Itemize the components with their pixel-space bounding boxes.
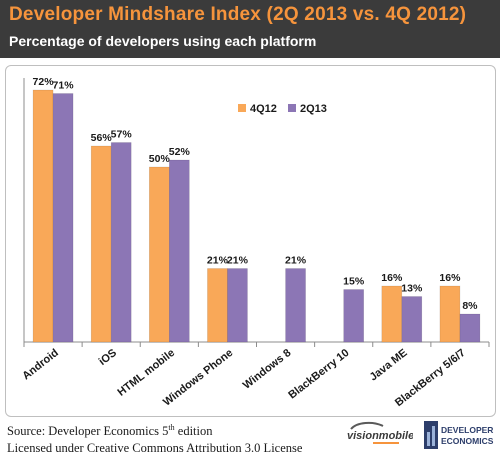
data-label: 50% (149, 153, 171, 165)
developer-economics-logo: DEVELOPER ECONOMICS (424, 421, 494, 449)
data-label: 52% (169, 146, 191, 158)
header-banner: Developer Mindshare Index (2Q 2013 vs. 4… (0, 0, 500, 58)
legend-label-2q13: 2Q13 (300, 103, 327, 115)
data-label: 21% (285, 255, 307, 267)
visionmobile-logo: visionmobile (347, 421, 413, 444)
category-label: Android (20, 347, 61, 382)
data-label: 56% (91, 132, 113, 144)
bar-4q12-java-me (381, 285, 403, 343)
category-label: iOS (97, 347, 119, 368)
category-label: Java ME (368, 347, 410, 384)
bar-chart: 72%71% Android 56%57% iOS 50%52% HTML mobile 2… (20, 76, 490, 409)
bar-2q13-java-me (401, 296, 423, 343)
source-text: Source: Developer Economics 5 (7, 424, 169, 439)
data-label: 13% (401, 283, 423, 295)
chart-panel: 72% 71% Android 56% 57% iOS 50% 52% HTML mobile 2… (5, 65, 496, 417)
source-note: Source: Developer Economics 5th edition … (7, 419, 302, 457)
bar-4q12-windows-phone (207, 268, 228, 343)
bar-2q13-android (52, 93, 74, 343)
data-label: 16% (439, 272, 461, 284)
legend-swatch-2q13 (288, 104, 296, 112)
license-text: Licensed under Creative Commons Attribut… (7, 441, 303, 456)
svg-text:ECONOMICS: ECONOMICS (441, 436, 494, 446)
bar-2q13-ios (110, 142, 132, 343)
legend-label-4q12: 4Q12 (250, 103, 277, 115)
data-label: 15% (343, 276, 365, 288)
bar-2q13-windows-8 (285, 268, 306, 343)
bar-2q13-blackberry-10 (343, 289, 364, 343)
bar-4q12-blackberry-5-6-7 (439, 285, 461, 343)
bar-4q12-android (32, 89, 54, 343)
data-label: 21% (207, 255, 229, 267)
bar-4q12-ios (90, 145, 112, 343)
chart-title: Developer Mindshare Index (2Q 2013 vs. 4… (9, 4, 467, 25)
data-label: 21% (227, 255, 249, 267)
category-label: Windows 8 (241, 347, 294, 392)
bar-2q13-html-mobile (169, 159, 190, 343)
bar-2q13-windows-phone (227, 268, 248, 343)
data-label: 57% (111, 129, 133, 141)
legend-swatch-4q12 (238, 104, 246, 112)
data-label: 8% (462, 300, 478, 312)
data-label: 71% (53, 80, 75, 92)
bar-2q13-blackberry-5-6-7 (459, 313, 481, 343)
svg-text:visionmobile: visionmobile (347, 430, 413, 442)
data-label: 72% (33, 76, 55, 88)
source-superscript: th (168, 423, 175, 432)
data-label: 16% (381, 272, 403, 284)
source-edition: edition (174, 424, 213, 439)
category-label: BlackBerry 10 (286, 347, 351, 402)
chart-subtitle: Percentage of developers using each plat… (9, 33, 317, 49)
bar-4q12-html-mobile (149, 166, 170, 343)
category-label: HTML mobile (116, 347, 178, 399)
svg-text:DEVELOPER: DEVELOPER (441, 425, 493, 435)
